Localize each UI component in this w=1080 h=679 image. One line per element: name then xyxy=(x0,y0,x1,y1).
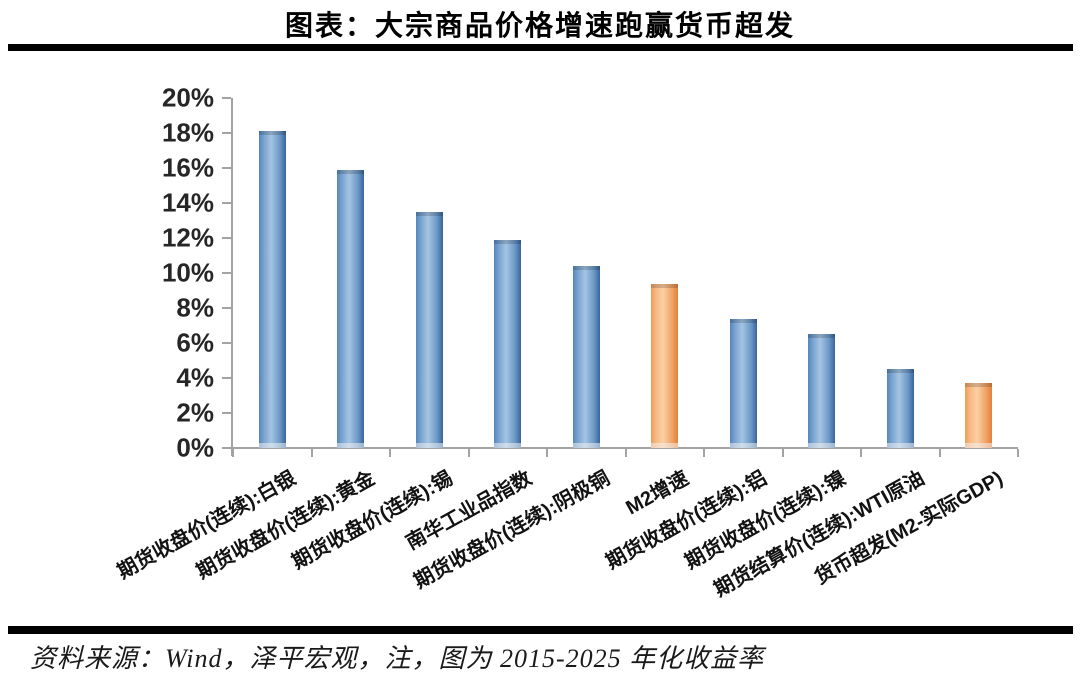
y-tick-label: 6% xyxy=(176,327,214,358)
bottom-divider xyxy=(8,626,1073,634)
y-axis-line xyxy=(231,98,233,456)
y-tick xyxy=(222,377,231,379)
y-tick xyxy=(222,202,231,204)
x-tick xyxy=(624,449,627,457)
y-tick xyxy=(222,132,231,134)
y-tick-label: 10% xyxy=(161,257,214,288)
top-divider xyxy=(8,44,1073,51)
bar-8 xyxy=(808,334,836,448)
y-tick xyxy=(222,342,231,344)
y-tick-label: 16% xyxy=(161,152,214,183)
x-tick xyxy=(1017,449,1019,457)
y-tick xyxy=(222,272,231,274)
chart-title: 图表：大宗商品价格增速跑赢货币超发 xyxy=(284,10,795,41)
x-tick xyxy=(389,449,391,457)
bar-4 xyxy=(494,239,522,449)
y-tick xyxy=(222,97,231,99)
bar-3 xyxy=(415,211,443,449)
bar-7 xyxy=(729,318,757,448)
source-note: 资料来源：Wind，泽平宏观，注，图为 2015-2025 年化收益率 xyxy=(30,644,765,673)
x-tick xyxy=(232,449,234,457)
bar-1 xyxy=(258,131,286,448)
y-tick-label: 8% xyxy=(176,292,214,323)
x-tick xyxy=(310,449,313,457)
y-tick-label: 0% xyxy=(176,432,214,463)
x-tick xyxy=(860,449,862,457)
y-tick-label: 14% xyxy=(161,187,214,218)
y-tick-label: 12% xyxy=(161,222,214,253)
bar-6 xyxy=(651,283,679,448)
bar-2 xyxy=(337,169,365,449)
x-tick xyxy=(467,449,470,457)
x-tick xyxy=(781,449,784,457)
y-tick xyxy=(222,412,231,414)
x-tick xyxy=(938,449,941,457)
y-tick-label: 4% xyxy=(176,362,214,393)
x-tick xyxy=(703,449,705,457)
bar-10 xyxy=(965,383,993,448)
y-tick-label: 18% xyxy=(161,117,214,148)
y-tick-label: 20% xyxy=(161,82,214,113)
y-tick xyxy=(222,447,231,449)
x-axis-line xyxy=(231,447,1018,449)
y-tick xyxy=(222,307,231,309)
y-tick xyxy=(222,167,231,169)
x-tick xyxy=(546,449,548,457)
bar-9 xyxy=(886,369,914,448)
bar-5 xyxy=(572,266,600,448)
y-tick-label: 2% xyxy=(176,397,214,428)
y-tick xyxy=(222,237,231,239)
